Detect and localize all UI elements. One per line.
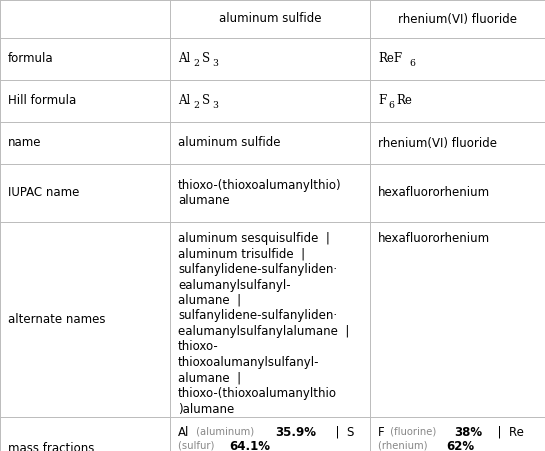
Text: aluminum sulfide: aluminum sulfide [178, 137, 281, 149]
Text: hexafluororhenium: hexafluororhenium [378, 232, 490, 245]
Text: 2: 2 [194, 101, 200, 110]
Text: alternate names: alternate names [8, 313, 106, 326]
Text: Hill formula: Hill formula [8, 95, 76, 107]
Text: formula: formula [8, 52, 53, 65]
Text: Re: Re [396, 95, 412, 107]
Text: aluminum sulfide: aluminum sulfide [219, 13, 321, 26]
Text: 3: 3 [212, 101, 218, 110]
Text: 6: 6 [389, 101, 395, 110]
Text: 62%: 62% [446, 440, 474, 451]
Text: 38%: 38% [454, 426, 482, 439]
Text: name: name [8, 137, 41, 149]
Text: Al: Al [178, 426, 189, 439]
Text: Al: Al [178, 95, 190, 107]
Text: 64.1%: 64.1% [229, 440, 270, 451]
Text: 3: 3 [212, 59, 218, 68]
Text: rhenium(VI) fluoride: rhenium(VI) fluoride [378, 137, 497, 149]
Text: (aluminum): (aluminum) [193, 426, 257, 436]
Text: (sulfur): (sulfur) [178, 440, 217, 450]
Text: S: S [202, 95, 210, 107]
Text: |  S: | S [329, 426, 355, 439]
Text: F: F [378, 95, 386, 107]
Text: 2: 2 [194, 59, 200, 68]
Text: (fluorine): (fluorine) [386, 426, 439, 436]
Text: hexafluororhenium: hexafluororhenium [378, 187, 490, 199]
Text: Al: Al [178, 52, 190, 65]
Text: IUPAC name: IUPAC name [8, 187, 80, 199]
Text: thioxo-(thioxoalumanylthio)
alumanе: thioxo-(thioxoalumanylthio) alumanе [178, 179, 342, 207]
Text: S: S [202, 52, 210, 65]
Text: (rhenium): (rhenium) [378, 440, 431, 450]
Text: F: F [378, 426, 385, 439]
Text: 6: 6 [409, 59, 415, 68]
Text: rhenium(VI) fluoride: rhenium(VI) fluoride [398, 13, 517, 26]
Text: ReF: ReF [378, 52, 402, 65]
Text: |  Re: | Re [490, 426, 524, 439]
Text: 35.9%: 35.9% [276, 426, 317, 439]
Text: mass fractions: mass fractions [8, 442, 94, 451]
Text: aluminum sesquisulfide  |
aluminum trisulfide  |
sulfanylidene-sulfanyliden·
eal: aluminum sesquisulfide | aluminum trisul… [178, 232, 349, 415]
